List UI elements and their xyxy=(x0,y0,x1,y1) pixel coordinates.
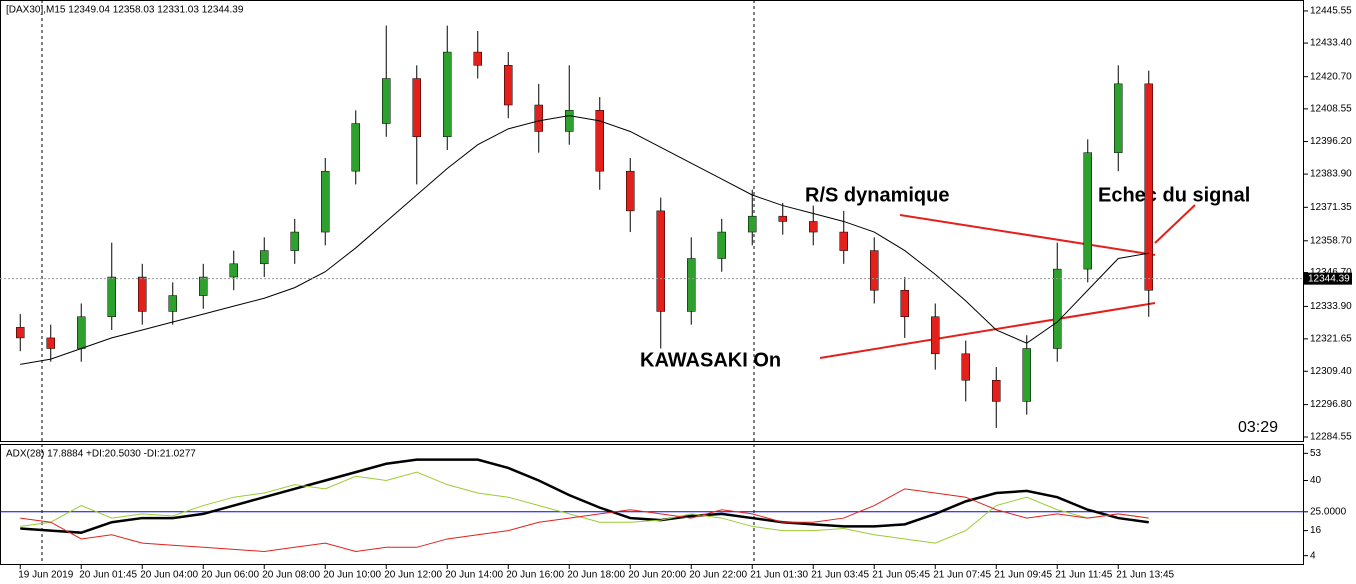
x-tick-label: 21 Jun 13:45 xyxy=(1116,570,1174,581)
candle-body xyxy=(992,380,1001,402)
candle-body xyxy=(839,231,848,251)
candle-body xyxy=(931,316,940,355)
candle-body xyxy=(321,170,330,233)
candle-body xyxy=(626,170,635,212)
y-tick-label: 12420.70 xyxy=(1310,71,1352,82)
indicator-line xyxy=(20,458,1149,534)
last-price-label: 12344.39 xyxy=(1308,273,1350,284)
x-tick-label: 20 Jun 22:00 xyxy=(689,570,747,581)
y-tick-label: 12396.20 xyxy=(1310,136,1352,147)
y-tick-label: 12333.90 xyxy=(1310,301,1352,312)
x-tick-label: 21 Jun 01:30 xyxy=(750,570,808,581)
candle-body xyxy=(595,110,604,172)
adx-panel-frame xyxy=(0,444,1304,565)
x-tick-label: 20 Jun 08:00 xyxy=(262,570,320,581)
y-tick-label: 12383.90 xyxy=(1310,169,1352,180)
y-tick-label: 53 xyxy=(1310,448,1322,459)
x-tick-label: 20 Jun 16:00 xyxy=(506,570,564,581)
x-tick-label: 21 Jun 09:45 xyxy=(994,570,1052,581)
candle-body xyxy=(168,295,177,312)
trendline xyxy=(1154,204,1196,244)
candle-body xyxy=(443,51,452,138)
candle-body xyxy=(1053,268,1062,349)
x-tick-label: 20 Jun 04:00 xyxy=(140,570,198,581)
candle-body xyxy=(1022,348,1031,402)
x-tick-label: 20 Jun 12:00 xyxy=(384,570,442,581)
candle-body xyxy=(870,250,879,291)
timer: 03:29 xyxy=(1238,419,1278,436)
candle-body xyxy=(717,231,726,259)
y-tick-label: 12433.40 xyxy=(1310,38,1352,49)
y-tick-label: 25.0000 xyxy=(1310,506,1347,517)
y-tick-label: 12309.40 xyxy=(1310,366,1352,377)
x-tick-label: 20 Jun 06:00 xyxy=(201,570,259,581)
x-tick-label: 21 Jun 05:45 xyxy=(872,570,930,581)
y-tick-label: 12371.35 xyxy=(1310,202,1352,213)
indicator-line xyxy=(20,471,1149,544)
candle-body xyxy=(961,353,970,381)
x-tick-label: 20 Jun 20:00 xyxy=(628,570,686,581)
candle-body xyxy=(46,337,55,349)
x-tick-label: 20 Jun 10:00 xyxy=(323,570,381,581)
x-tick-label: 20 Jun 14:00 xyxy=(445,570,503,581)
y-tick-label: 12284.55 xyxy=(1310,432,1352,443)
candle-body xyxy=(77,316,86,349)
candle-body xyxy=(412,78,421,138)
candle-body xyxy=(16,327,25,339)
candle-body xyxy=(1083,152,1092,270)
candle-body xyxy=(534,104,543,132)
annotation: R/S dynamique xyxy=(805,184,949,206)
candle-body xyxy=(229,263,238,278)
y-tick-label: 16 xyxy=(1310,525,1322,536)
x-tick-label: 21 Jun 07:45 xyxy=(933,570,991,581)
candle-body xyxy=(504,65,513,106)
candle-body xyxy=(778,215,787,222)
x-tick-label: 19 Jun 2019 xyxy=(18,570,73,581)
annotation: Echec du signal xyxy=(1098,184,1250,206)
y-tick-label: 12408.55 xyxy=(1310,103,1352,114)
x-tick-label: 21 Jun 11:45 xyxy=(1055,570,1113,581)
trendline xyxy=(819,302,1156,359)
trendline xyxy=(899,214,1156,256)
x-tick-label: 20 Jun 18:00 xyxy=(567,570,625,581)
candle-body xyxy=(290,231,299,251)
y-tick-label: 12296.80 xyxy=(1310,399,1352,410)
y-tick-label: 4 xyxy=(1310,550,1316,561)
chart-header: [DAX30],M15 12349.04 12358.03 12331.03 1… xyxy=(6,5,244,16)
candle-body xyxy=(351,123,360,172)
candle-body xyxy=(138,276,147,312)
indicator-line xyxy=(20,488,1149,552)
moving-average xyxy=(20,115,1149,365)
y-tick-label: 40 xyxy=(1310,475,1322,486)
last-price-box xyxy=(1304,272,1352,285)
candle-body xyxy=(107,276,116,317)
annotation: KAWASAKI On xyxy=(640,349,781,371)
candle-body xyxy=(900,290,909,317)
candle-body xyxy=(809,221,818,233)
adx-header: ADX(28) 17.8884 +DI:20.5030 -DI:21.0277 xyxy=(6,449,196,460)
candle-body xyxy=(1114,83,1123,153)
y-tick-label: 12321.65 xyxy=(1310,333,1352,344)
candle-body xyxy=(382,78,391,124)
candle-body xyxy=(565,110,574,132)
candle-body xyxy=(473,51,482,66)
main-panel-frame xyxy=(0,0,1304,442)
candle-body xyxy=(687,258,696,312)
x-tick-label: 20 Jun 01:45 xyxy=(79,570,137,581)
y-tick-label: 12358.70 xyxy=(1310,235,1352,246)
candle-body xyxy=(199,276,208,296)
y-tick-label: 12445.55 xyxy=(1310,6,1352,17)
x-tick-label: 21 Jun 03:45 xyxy=(811,570,869,581)
candle-body xyxy=(748,215,757,233)
candle-body xyxy=(260,250,269,265)
candle-body xyxy=(1144,83,1153,291)
candle-body xyxy=(656,210,665,312)
